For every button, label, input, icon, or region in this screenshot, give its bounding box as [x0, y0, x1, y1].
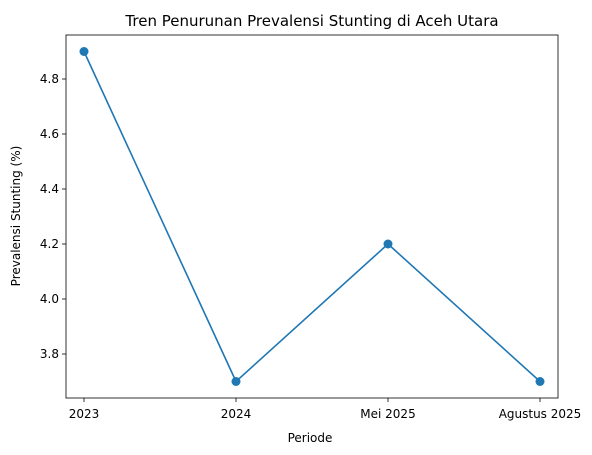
x-axis-ticks: 2023 2024 Mei 2025 Agustus 2025	[69, 398, 582, 421]
x-tick-label: Mei 2025	[360, 407, 415, 421]
data-point	[535, 377, 545, 386]
x-axis-label: Periode	[288, 431, 333, 445]
y-tick-label: 4.0	[40, 292, 59, 306]
y-tick-label: 3.8	[40, 347, 59, 361]
y-tick-label: 4.4	[40, 182, 59, 196]
data-point	[79, 47, 89, 56]
y-tick-label: 4.6	[40, 127, 59, 141]
data-point	[383, 239, 393, 249]
data-markers	[79, 47, 545, 386]
chart-title: Tren Penurunan Prevalensi Stunting di Ac…	[124, 12, 498, 30]
y-tick-label: 4.2	[40, 237, 59, 251]
x-tick-label: 2024	[221, 407, 252, 421]
y-axis-ticks: 3.8 4.0 4.2 4.4 4.6 4.8	[40, 72, 66, 361]
x-tick-label: Agustus 2025	[499, 407, 582, 421]
series-line	[83, 51, 541, 383]
plot-frame	[65, 34, 559, 399]
y-axis-label: Prevalensi Stunting (%)	[9, 146, 23, 287]
y-tick-label: 4.8	[40, 72, 59, 86]
x-tick-label: 2023	[69, 407, 100, 421]
data-point	[231, 377, 241, 386]
